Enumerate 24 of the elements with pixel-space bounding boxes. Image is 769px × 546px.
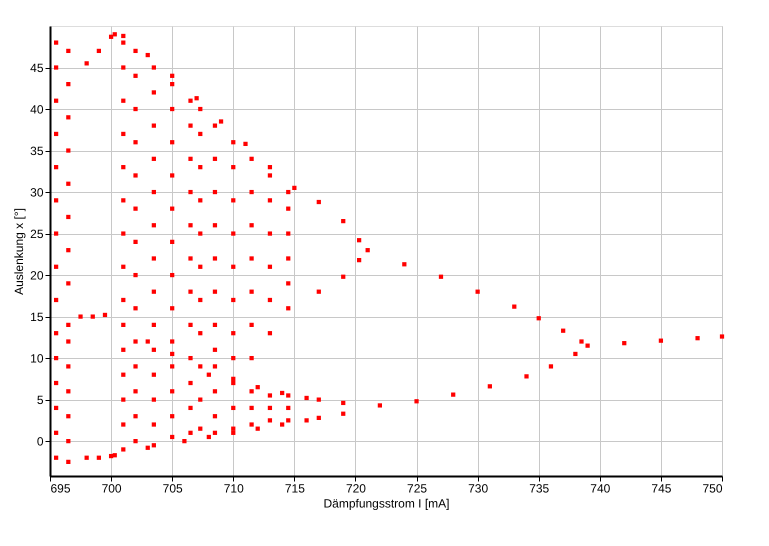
y-tick-label: 30 <box>30 186 44 200</box>
y-tick-label: 0 <box>36 434 44 449</box>
y-tick-label: 10 <box>30 352 44 366</box>
x-tick-label: 735 <box>529 482 550 496</box>
y-tick-label: 35 <box>30 144 44 158</box>
x-tick-label: 710 <box>224 482 244 496</box>
x-tick-label: 745 <box>651 482 672 496</box>
y-tick-label: 25 <box>30 227 44 242</box>
y-tick-label: 45 <box>30 61 44 76</box>
x-axis-title: Dämpfungsstrom I [mA] <box>323 496 450 510</box>
x-tick-label: 740 <box>590 482 611 496</box>
x-tick-label: 695 <box>50 482 71 496</box>
x-tick-label: 700 <box>102 482 122 496</box>
x-tick-label: 715 <box>284 482 306 496</box>
x-tick-label: 750 <box>702 482 723 496</box>
y-axis-title: Auslenkung x [°] <box>12 208 26 295</box>
y-tick-label: 15 <box>30 310 44 324</box>
y-tick-label: 5 <box>36 393 44 408</box>
x-tick-label: 705 <box>162 482 184 496</box>
x-tick-label: 720 <box>346 482 366 496</box>
y-tick-label: 40 <box>30 102 44 117</box>
x-tick-label: 730 <box>468 482 488 496</box>
y-tick-label: 20 <box>30 268 44 283</box>
x-tick-label: 725 <box>407 482 428 496</box>
